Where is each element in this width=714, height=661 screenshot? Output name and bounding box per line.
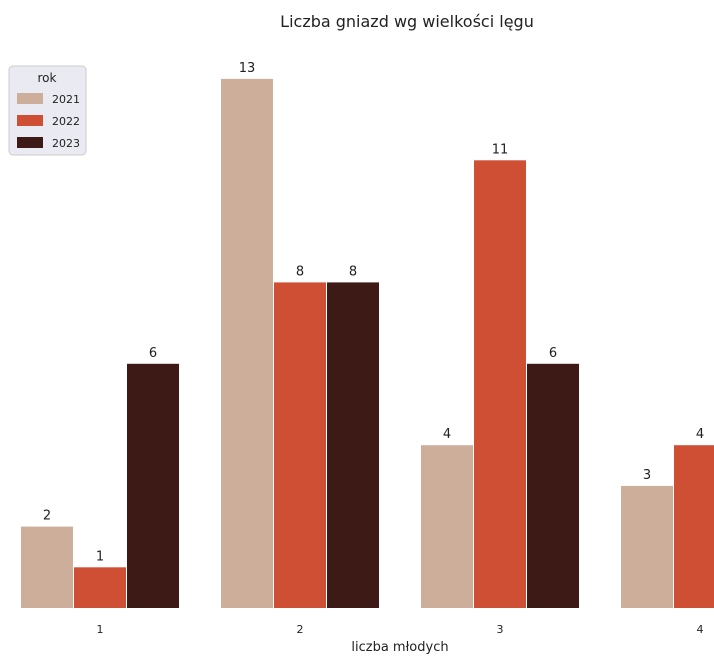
legend-label-2021: 2021 <box>52 93 80 106</box>
bars-layer <box>21 78 714 609</box>
legend-label-2023: 2023 <box>52 137 80 150</box>
bar-2021-1 <box>21 526 73 608</box>
bar-2022-3 <box>474 160 526 609</box>
legend-items: 2021 2022 2023 <box>17 93 80 150</box>
value-label-2021-2: 13 <box>239 61 256 76</box>
value-labels-layer: 2 1 6 13 8 8 4 11 6 3 4 <box>43 61 704 564</box>
legend-box <box>8 65 87 156</box>
value-label-2022-3: 11 <box>492 142 509 157</box>
bar-2021-4 <box>621 485 673 608</box>
x-tick-labels: 1 2 3 4 <box>97 623 704 636</box>
legend-swatch-2021 <box>17 93 43 104</box>
value-label-2022-1: 1 <box>96 549 104 564</box>
x-axis-label: liczba młodych <box>351 640 448 655</box>
legend: rok 2021 2022 2023 <box>8 65 87 156</box>
legend-swatch-2023 <box>17 137 43 148</box>
bar-2021-2 <box>221 78 273 608</box>
value-label-2023-3: 6 <box>549 346 557 361</box>
bar-2023-2 <box>327 282 379 608</box>
value-label-2021-1: 2 <box>43 509 51 524</box>
chart-title: Liczba gniazd wg wielkości lęgu <box>280 12 534 31</box>
value-label-2022-2: 8 <box>296 264 304 279</box>
value-label-2022-4: 4 <box>696 427 704 442</box>
value-label-2021-4: 3 <box>643 468 651 483</box>
x-tick-label-1: 1 <box>97 623 104 636</box>
bar-2022-2 <box>274 282 326 608</box>
value-label-2023-1: 6 <box>149 346 157 361</box>
bar-2023-3 <box>527 363 579 608</box>
x-tick-label-2: 2 <box>297 623 304 636</box>
legend-label-2022: 2022 <box>52 115 80 128</box>
legend-swatch-2022 <box>17 115 43 126</box>
legend-title: rok <box>38 71 57 85</box>
bar-2023-1 <box>127 363 179 608</box>
bar-2021-3 <box>421 445 473 608</box>
x-tick-label-4: 4 <box>697 623 704 636</box>
value-label-2023-2: 8 <box>349 264 357 279</box>
value-label-2021-3: 4 <box>443 427 451 442</box>
x-tick-label-3: 3 <box>497 623 504 636</box>
bar-2022-4 <box>674 445 714 608</box>
bar-2022-1 <box>74 567 126 608</box>
